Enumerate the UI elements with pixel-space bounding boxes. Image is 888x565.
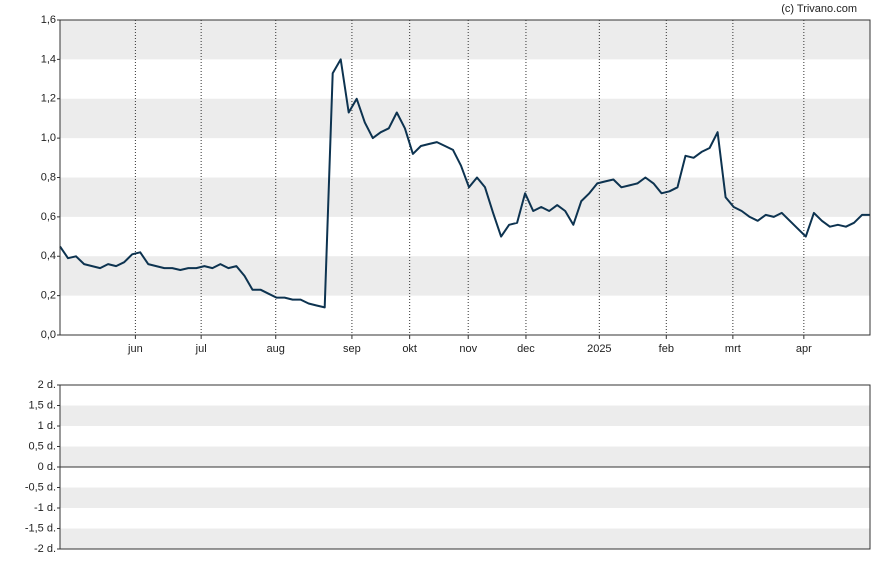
grid-band (60, 487, 870, 508)
y-tick-label: 0,2 (41, 290, 56, 302)
y-tick-label: 0 d. (38, 461, 56, 473)
x-tick-label: mrt (725, 343, 741, 355)
y-tick-label: 1,4 (41, 53, 56, 65)
y-tick-label: 1,2 (41, 93, 56, 105)
y-tick-label: 1,0 (41, 132, 56, 144)
y-tick-label: 1 d. (38, 420, 56, 432)
x-tick-label: nov (459, 343, 477, 355)
y-tick-label: -1 d. (34, 502, 56, 514)
x-tick-label: feb (659, 343, 674, 355)
grid-band (60, 446, 870, 467)
grid-band (60, 98, 870, 139)
grid-band (60, 405, 870, 426)
grid-band (60, 528, 870, 549)
x-tick-label: jun (127, 343, 143, 355)
watermark: (c) Trivano.com (781, 3, 857, 15)
grid-band (60, 20, 870, 60)
y-tick-label: 2 d. (38, 379, 56, 391)
x-tick-label: 2025 (587, 343, 611, 355)
x-tick-label: jul (195, 343, 207, 355)
x-tick-label: okt (402, 343, 417, 355)
plot-frame (59, 384, 871, 550)
y-tick-label: -2 d. (34, 543, 56, 555)
x-tick-label: apr (796, 343, 812, 355)
y-tick-label: 0,8 (41, 171, 56, 183)
y-tick-label: 0,5 d. (28, 440, 56, 452)
plot-frame (59, 19, 871, 336)
x-tick-label: dec (517, 343, 535, 355)
grid-band (60, 177, 870, 217)
x-tick-label: aug (267, 343, 285, 355)
y-tick-label: 0,0 (41, 329, 56, 341)
y-tick-label: -1,5 d. (25, 522, 56, 534)
y-tick-label: 0,4 (41, 250, 56, 262)
x-tick-label: sep (343, 343, 361, 355)
y-tick-label: 1,5 d. (28, 399, 56, 411)
grid-band (60, 256, 870, 296)
y-tick-label: 0,6 (41, 211, 56, 223)
y-tick-label: 1,6 (41, 14, 56, 26)
price-line (59, 58, 870, 309)
y-tick-label: -0,5 d. (25, 481, 56, 493)
